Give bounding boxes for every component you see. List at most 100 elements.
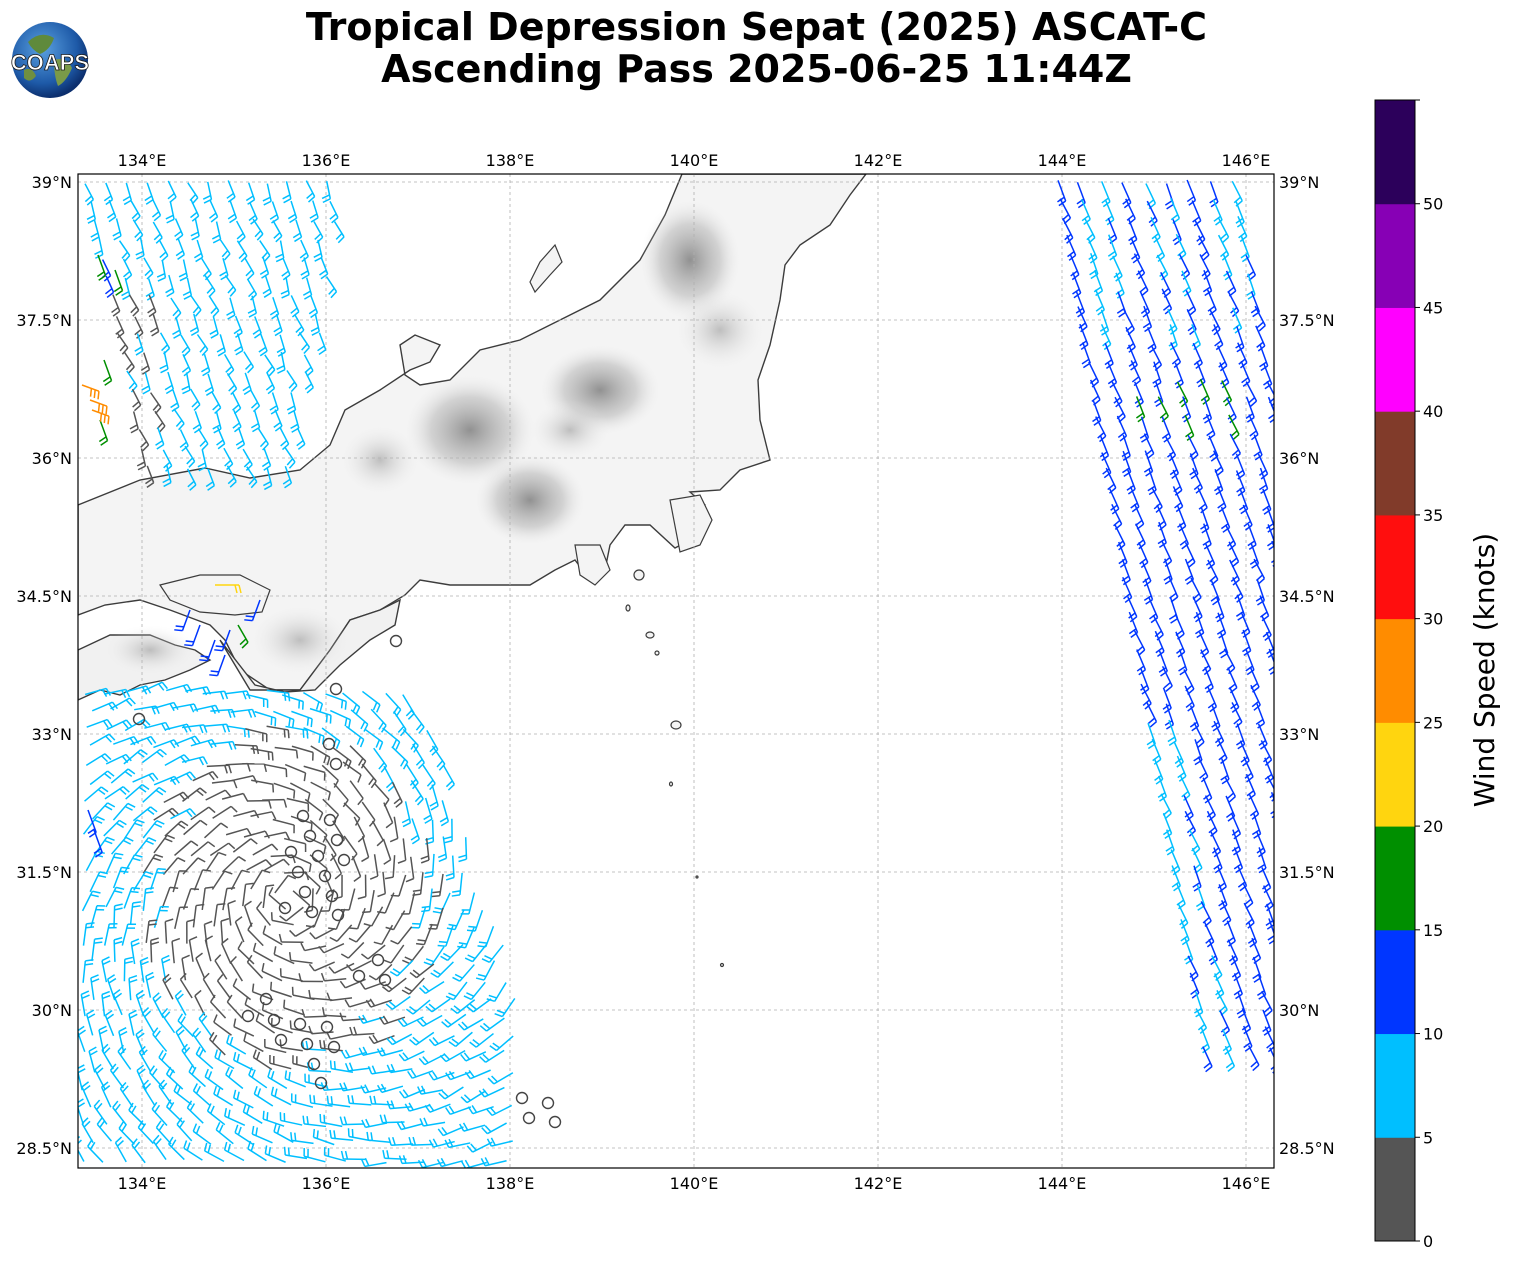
wind-barb-feather: [89, 1141, 96, 1150]
wind-barb-feather: [179, 972, 187, 980]
wind-barb-feather: [201, 348, 209, 357]
wind-barb-feather: [150, 327, 158, 333]
wind-barb-feather: [169, 703, 175, 712]
wind-barb-feather: [1149, 721, 1157, 728]
wind-barb: [84, 183, 95, 200]
wind-barb-feather: [1249, 400, 1258, 408]
wind-barb-feather: [1202, 1047, 1210, 1054]
wind-barb-feather: [383, 859, 392, 865]
lon-tick-top: 142°E: [854, 151, 903, 170]
wind-barb: [264, 1046, 287, 1054]
wind-barb-feather: [290, 307, 298, 314]
wind-barb: [353, 816, 366, 837]
wind-barb-feather: [333, 1061, 336, 1070]
wind-barb-feather: [357, 797, 364, 806]
wind-barb-feather: [1205, 1065, 1213, 1073]
wind-barb-feather: [1245, 665, 1253, 672]
wind-barb-feather: [1204, 417, 1212, 424]
wind-barb-feather: [381, 986, 390, 993]
wind-barb-feather: [429, 745, 437, 753]
wind-barb-feather: [294, 236, 302, 243]
wind-barb-feather: [1193, 483, 1202, 491]
wind-barb-feather: [383, 959, 392, 964]
wind-barb-feather: [1259, 361, 1267, 368]
wind-barb-feather: [193, 404, 201, 411]
wind-barb-feather: [78, 1068, 86, 1074]
wind-barb-feather: [190, 840, 199, 847]
wind-barb-feather: [1258, 325, 1266, 332]
wind-barb-feather: [103, 414, 106, 424]
wind-barb: [209, 200, 219, 218]
colorbar-segment: [1375, 722, 1415, 827]
wind-barb-feather: [129, 424, 138, 430]
wind-barb: [1268, 918, 1274, 936]
wind-barb-feather: [478, 941, 488, 944]
wind-barb-feather: [111, 701, 119, 710]
wind-barb-feather: [1197, 381, 1206, 388]
wind-barb-feather: [1123, 202, 1132, 209]
wind-barb-feather: [258, 346, 267, 353]
wind-barb-feather: [310, 718, 313, 728]
wind-barb-feather: [91, 978, 100, 983]
wind-barb-feather: [1173, 885, 1181, 892]
wind-barb-feather: [141, 783, 150, 790]
wind-barb-feather: [316, 1130, 319, 1139]
calm-circle: [329, 682, 343, 696]
wind-barb: [194, 218, 200, 237]
wind-barb-feather: [106, 1013, 115, 1020]
wind-barb-feather: [1164, 199, 1173, 206]
wind-barb-feather: [283, 1146, 287, 1156]
wind-barb-feather: [256, 1051, 261, 1060]
wind-barb-feather: [451, 894, 461, 897]
wind-barb-feather: [396, 1121, 402, 1130]
wind-barb: [266, 183, 272, 202]
wind-barb-feather: [208, 290, 216, 298]
wind-barb: [244, 1003, 265, 1017]
wind-barb-feather: [359, 981, 366, 990]
calm-circle: [371, 953, 385, 967]
wind-barb-feather: [268, 1146, 272, 1156]
wind-barb-feather: [1268, 939, 1274, 945]
wind-barb-feather: [295, 750, 299, 759]
lon-tick-top: 138°E: [486, 151, 535, 170]
wind-barb: [181, 958, 187, 981]
wind-barb: [196, 239, 204, 258]
wind-barb-feather: [134, 822, 143, 827]
wind-barb-feather: [263, 464, 271, 471]
wind-barb-feather: [1217, 502, 1225, 509]
wind-barb-feather: [1153, 758, 1162, 765]
wind-barb-feather: [468, 1070, 475, 1078]
wind-barb-feather: [133, 404, 142, 412]
calm-circle: [541, 1096, 555, 1110]
wind-barb-feather: [142, 1007, 150, 1014]
wind-barb: [266, 467, 273, 486]
wind-barb-feather: [93, 389, 96, 399]
wind-barb-feather: [1177, 772, 1185, 779]
wind-barb: [164, 921, 168, 944]
wind-barb-feather: [131, 212, 139, 220]
wind-barb-feather: [1220, 1026, 1229, 1033]
wind-barb: [125, 182, 133, 201]
wind-barb-feather: [128, 382, 136, 390]
wind-barb-feather: [128, 366, 135, 374]
wind-barb: [298, 331, 311, 348]
wind-barb-feather: [319, 269, 327, 276]
wind-barb-feather: [224, 765, 228, 774]
wind-barb-feather: [289, 929, 296, 937]
wind-barb-feather: [207, 841, 216, 848]
wind-barb-feather: [304, 383, 313, 390]
wind-barb-feather: [369, 998, 376, 1007]
wind-barb-feather: [1266, 923, 1274, 930]
wind-barb-feather: [145, 478, 153, 485]
wind-barb-feather: [351, 1095, 355, 1104]
wind-barb-feather: [377, 892, 386, 898]
wind-barb-feather: [127, 802, 136, 808]
colorbar-tick-label: 20: [1423, 817, 1443, 836]
colorbar-segment: [1375, 514, 1415, 620]
wind-barb-feather: [232, 404, 240, 411]
wind-barb: [313, 221, 324, 238]
wind-barb-feather: [494, 1012, 503, 1018]
wind-barb: [333, 221, 345, 238]
calm-circle: [296, 809, 310, 823]
